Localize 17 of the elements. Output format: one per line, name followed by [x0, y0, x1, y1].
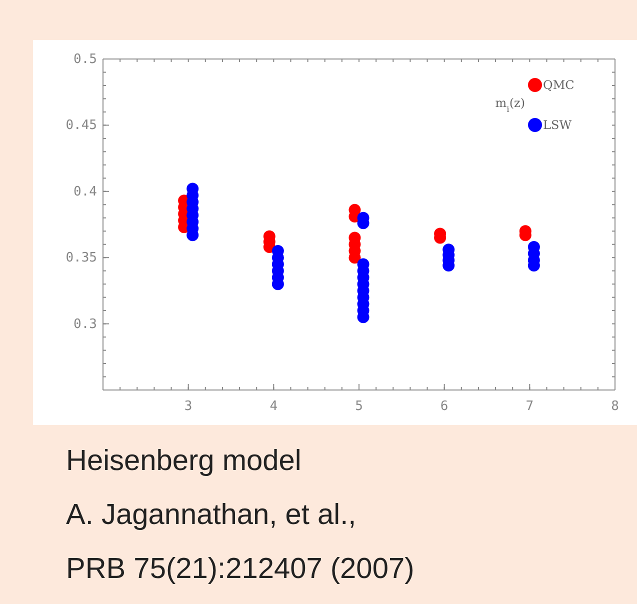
y-tick-label: 0.5: [74, 52, 97, 67]
y-tick-label: 0.45: [66, 118, 97, 134]
legend-label: QMC: [543, 78, 574, 92]
x-tick-label: 3: [184, 399, 192, 414]
y-tick-label: 0.35: [66, 250, 97, 266]
x-tick-label: 8: [611, 399, 619, 414]
x-tick-label: 7: [526, 399, 534, 414]
text: PRB 75(21):212407 (2007): [66, 553, 414, 585]
text: A. Jagannathan, et al.,: [66, 499, 356, 531]
x-tick-label: 4: [270, 399, 278, 414]
x-tick-label: 6: [440, 399, 448, 414]
x-tick-label: 5: [355, 399, 363, 414]
y-tick-label: 0.3: [74, 316, 97, 332]
legend-label: LSW: [543, 118, 572, 132]
y-tick-label: 0.4: [74, 184, 98, 200]
text: Heisenberg model: [66, 445, 302, 477]
legend-title: m$_{i}$(z): [495, 96, 525, 114]
